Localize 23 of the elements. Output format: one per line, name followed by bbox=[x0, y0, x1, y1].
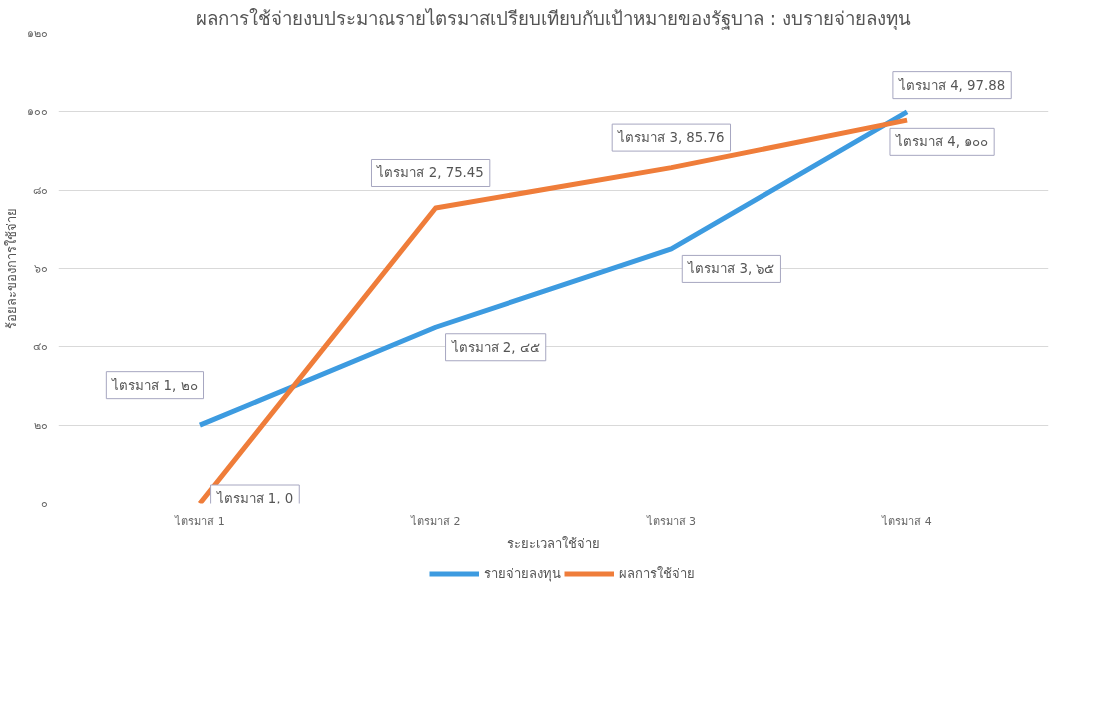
y-tick-label: ๐ bbox=[40, 497, 48, 510]
data-label: ไตรมาส 2, 75.45 bbox=[376, 165, 484, 181]
data-label: ไตรมาส 4, ๑๐๐ bbox=[894, 134, 989, 150]
data-label: ไตรมาส 2, ๔๕ bbox=[450, 339, 540, 355]
x-tick-label: ไตรมาส 4 bbox=[881, 514, 932, 528]
data-label: ไตรมาส 4, 97.88 bbox=[897, 77, 1006, 93]
x-axis-title: ระยะเวลาใช้จ่าย bbox=[507, 535, 600, 551]
y-tick-label: ๑๒๐ bbox=[26, 27, 48, 40]
y-tick-label: ๘๐ bbox=[32, 183, 48, 197]
chart-title: ผลการใช้จ่ายงบประมาณรายไตรมาสเปรียบเทียบกับเป้าหมายของรัฐบาล : งบรายจ่ายลงทุน bbox=[195, 7, 912, 31]
y-axis-title: ร้อยละของการใช้จ่าย bbox=[3, 208, 19, 329]
legend-label: รายจ่ายลงทุน bbox=[483, 564, 561, 584]
data-label: ไตรมาส 3, 85.76 bbox=[617, 130, 725, 146]
data-label: ไตรมาส 1, ๒๐ bbox=[111, 377, 198, 393]
data-label: ไตรมาส 3, ๖๕ bbox=[687, 261, 775, 277]
x-tick-label: ไตรมาส 1 bbox=[174, 514, 225, 528]
y-tick-label: ๖๐ bbox=[33, 262, 48, 275]
x-tick-label: ไตรมาส 3 bbox=[645, 514, 697, 528]
y-tick-label: ๔๐ bbox=[32, 340, 48, 354]
y-tick-label: ๒๐ bbox=[33, 418, 48, 432]
legend-label: ผลการใช้จ่าย bbox=[618, 564, 695, 583]
y-tick-label: ๑๐๐ bbox=[26, 105, 48, 119]
x-tick-label: ไตรมาส 2 bbox=[409, 514, 461, 528]
